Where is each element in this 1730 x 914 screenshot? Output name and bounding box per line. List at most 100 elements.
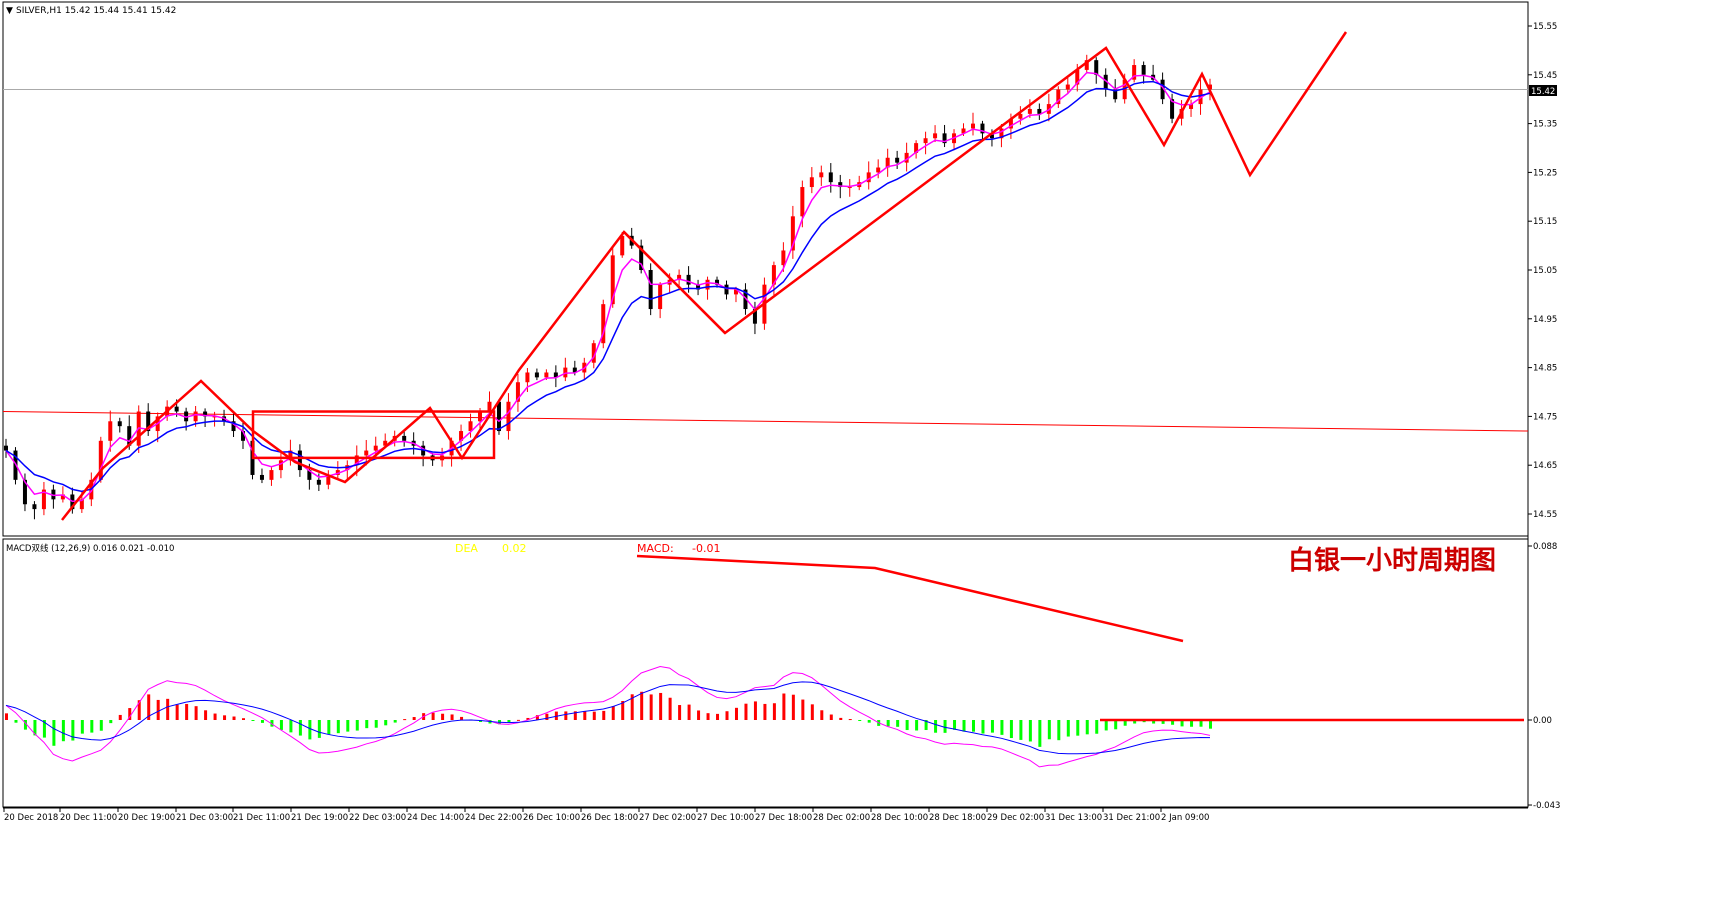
price-tick-label: 15.05 [1533, 266, 1557, 276]
macd-histogram-bar [896, 720, 900, 727]
candle-body [1122, 79, 1127, 100]
macd-histogram-bar [289, 720, 293, 733]
time-tick-label: 28 Dec 10:00 [871, 813, 928, 823]
macd-histogram-bar [573, 711, 577, 720]
macd-histogram-bar [848, 719, 852, 721]
candle-body [4, 445, 8, 451]
macd-histogram-bar [1066, 720, 1070, 737]
price-plot [2, 31, 1529, 521]
macd-histogram-bar [1000, 720, 1004, 735]
macd-histogram-bar [52, 720, 56, 746]
wave-annotation [691, 299, 726, 334]
price-tick-label: 15.55 [1533, 22, 1557, 32]
candle-body [828, 172, 833, 183]
candle-body [354, 455, 359, 466]
time-tick-label: 20 Dec 19:00 [118, 813, 175, 823]
macd-histogram-bar [1161, 720, 1165, 724]
time-tick-label: 31 Dec 13:00 [1045, 813, 1102, 823]
candle-body [790, 216, 795, 251]
macd-histogram-bar [251, 720, 255, 721]
macd-histogram-bar [905, 720, 909, 731]
macd-histogram-bar [1038, 720, 1042, 747]
candle-body [553, 372, 558, 378]
macd-histogram-bar [943, 720, 947, 733]
macd-histogram-bar [611, 706, 615, 720]
time-tick-label: 27 Dec 18:00 [755, 813, 812, 823]
candle-body [22, 479, 27, 505]
symbol-info: SILVER,H1 15.42 15.44 15.41 15.42 [16, 6, 176, 16]
macd-histogram-bar [156, 699, 160, 720]
macd-histogram-bar [128, 708, 132, 720]
macd-histogram-bar [33, 720, 37, 736]
macd-histogram-bar [5, 713, 8, 720]
macd-histogram-bar [1180, 720, 1184, 727]
macd-line [5, 666, 1211, 768]
dea-value: 0.02 [502, 542, 527, 555]
wave-annotation [623, 231, 693, 301]
macd-histogram-bar [175, 704, 179, 720]
macd-histogram-bar [545, 713, 549, 720]
candle-body [696, 284, 701, 290]
candle-body [923, 138, 928, 144]
candle-body [127, 426, 132, 446]
macd-histogram-bar [23, 720, 27, 730]
time-tick-label: 21 Dec 11:00 [233, 813, 290, 823]
candle-body [364, 450, 369, 456]
candle-body [639, 245, 644, 270]
price-tick-label: 14.55 [1533, 510, 1557, 520]
candle-body [1075, 69, 1080, 85]
candle-body [146, 411, 151, 432]
candle-body [1027, 108, 1032, 114]
candle-body [999, 128, 1004, 139]
macd-histogram-bar [820, 710, 824, 720]
candle-body [809, 177, 814, 188]
signal-line [5, 681, 1211, 755]
macd-histogram-bar [412, 717, 416, 720]
candle-body [876, 167, 881, 173]
candle-body [961, 128, 966, 134]
price-tick-label: 15.25 [1533, 168, 1557, 178]
candle-body [800, 187, 805, 217]
current-price-tag: 15.42 [1531, 87, 1555, 97]
candle-body [1008, 118, 1013, 129]
macd-histogram-bar [1028, 720, 1032, 742]
macd-histogram-bar [365, 720, 369, 729]
candle-body [478, 411, 483, 422]
candle-body [914, 143, 919, 153]
macd-histogram-bar [668, 697, 672, 720]
candle-body [288, 450, 293, 461]
candle-body [847, 187, 852, 189]
candle-body [259, 474, 264, 480]
macd-histogram-bar [1152, 720, 1156, 724]
macd-panel-frame [2, 538, 1529, 808]
macd-histogram-bar [460, 716, 464, 720]
macd-histogram-bar [753, 701, 757, 720]
chart-window: 15.55 15.45 15.35 15.25 15.15 15.05 14.95 14.85… [2, 1, 1560, 823]
macd-histogram-bar [763, 703, 767, 720]
candle-body [980, 123, 985, 134]
macd-histogram-bar [242, 718, 246, 720]
candle-body [515, 382, 520, 402]
candle-body [1113, 89, 1118, 100]
macd-tick-label: 0.00 [1533, 716, 1552, 726]
current-price-tag-bg [1529, 85, 1557, 96]
time-tick-label: 29 Dec 02:00 [987, 813, 1044, 823]
candle-body [1141, 65, 1146, 75]
time-tick-label: 28 Dec 02:00 [813, 813, 870, 823]
macd-histogram-bar [725, 711, 729, 720]
macd-histogram-bar [915, 720, 919, 731]
macd-histogram-bar [734, 707, 738, 720]
candle-body [752, 309, 757, 324]
price-tick-label: 15.15 [1533, 217, 1557, 227]
time-tick-label: 27 Dec 10:00 [697, 813, 754, 823]
candle-body [1094, 60, 1099, 75]
macd-histogram-bar [640, 691, 644, 720]
macd-histogram-bar [962, 720, 966, 732]
candle-body [942, 133, 947, 144]
macd-histogram-bar [791, 694, 795, 720]
time-tick-label: 2 Jan 09:00 [1161, 813, 1209, 823]
collapse-arrow-icon[interactable]: ▼ [6, 6, 13, 16]
candle-body [1056, 89, 1061, 105]
time-tick-label: 21 Dec 19:00 [291, 813, 348, 823]
candle-body [970, 123, 975, 129]
